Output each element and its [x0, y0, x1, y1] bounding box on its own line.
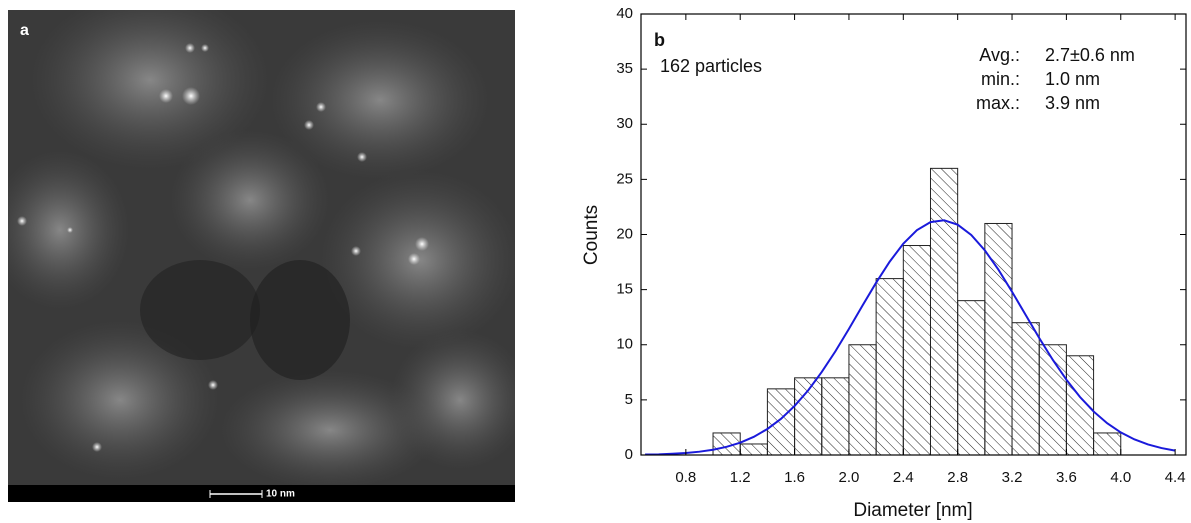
- x-tick-label: 1.6: [784, 469, 805, 486]
- annotation: 162 particles: [660, 56, 762, 76]
- x-tick-label: 2.4: [893, 469, 914, 486]
- bar: [1011, 322, 1040, 456]
- x-tick-label: 4.4: [1165, 469, 1186, 486]
- bar: [1065, 355, 1095, 456]
- bar: [875, 278, 904, 456]
- bar: [902, 245, 931, 456]
- x-tick-label: 0.8: [675, 469, 696, 486]
- y-tick-label: 10: [616, 336, 633, 353]
- x-tick-label: 4.0: [1110, 469, 1131, 486]
- y-tick-label: 5: [625, 391, 633, 408]
- scale-bar-label: 10 nm: [266, 489, 295, 500]
- bar: [766, 388, 796, 456]
- fit-curve: [645, 219, 1176, 456]
- bar: [957, 300, 986, 456]
- y-tick-label: 35: [616, 60, 633, 77]
- micrograph: a 10 nm: [8, 10, 515, 502]
- y-tick-label: 15: [616, 281, 633, 298]
- y-tick-label: 30: [616, 115, 633, 132]
- panel-label: b: [654, 30, 665, 50]
- stat-name: Avg.:: [979, 45, 1020, 65]
- stat-name: min.:: [981, 69, 1020, 89]
- x-tick-label: 1.2: [730, 469, 751, 486]
- x-axis-label: Diameter [nm]: [853, 500, 972, 521]
- stat-name: max.:: [976, 93, 1020, 113]
- x-tick-label: 3.6: [1056, 469, 1077, 486]
- stat-value: 3.9 nm: [1045, 93, 1100, 113]
- bar: [984, 222, 1013, 456]
- stat-value: 2.7±0.6 nm: [1045, 45, 1135, 65]
- stat-value: 1.0 nm: [1045, 69, 1100, 89]
- bar: [929, 167, 959, 456]
- y-tick-label: 0: [625, 446, 633, 463]
- y-tick-label: 40: [616, 5, 633, 22]
- x-tick-label: 2.8: [947, 469, 968, 486]
- bar: [1093, 432, 1122, 456]
- bar: [821, 377, 850, 456]
- x-tick-label: 3.2: [1002, 469, 1023, 486]
- bar: [848, 344, 877, 456]
- y-tick-label: 25: [616, 170, 633, 187]
- bar: [739, 443, 768, 456]
- x-tick-label: 2.0: [839, 469, 860, 486]
- y-axis-label: Counts: [581, 205, 602, 265]
- panel-label: a: [20, 22, 29, 39]
- y-tick-label: 20: [616, 225, 633, 242]
